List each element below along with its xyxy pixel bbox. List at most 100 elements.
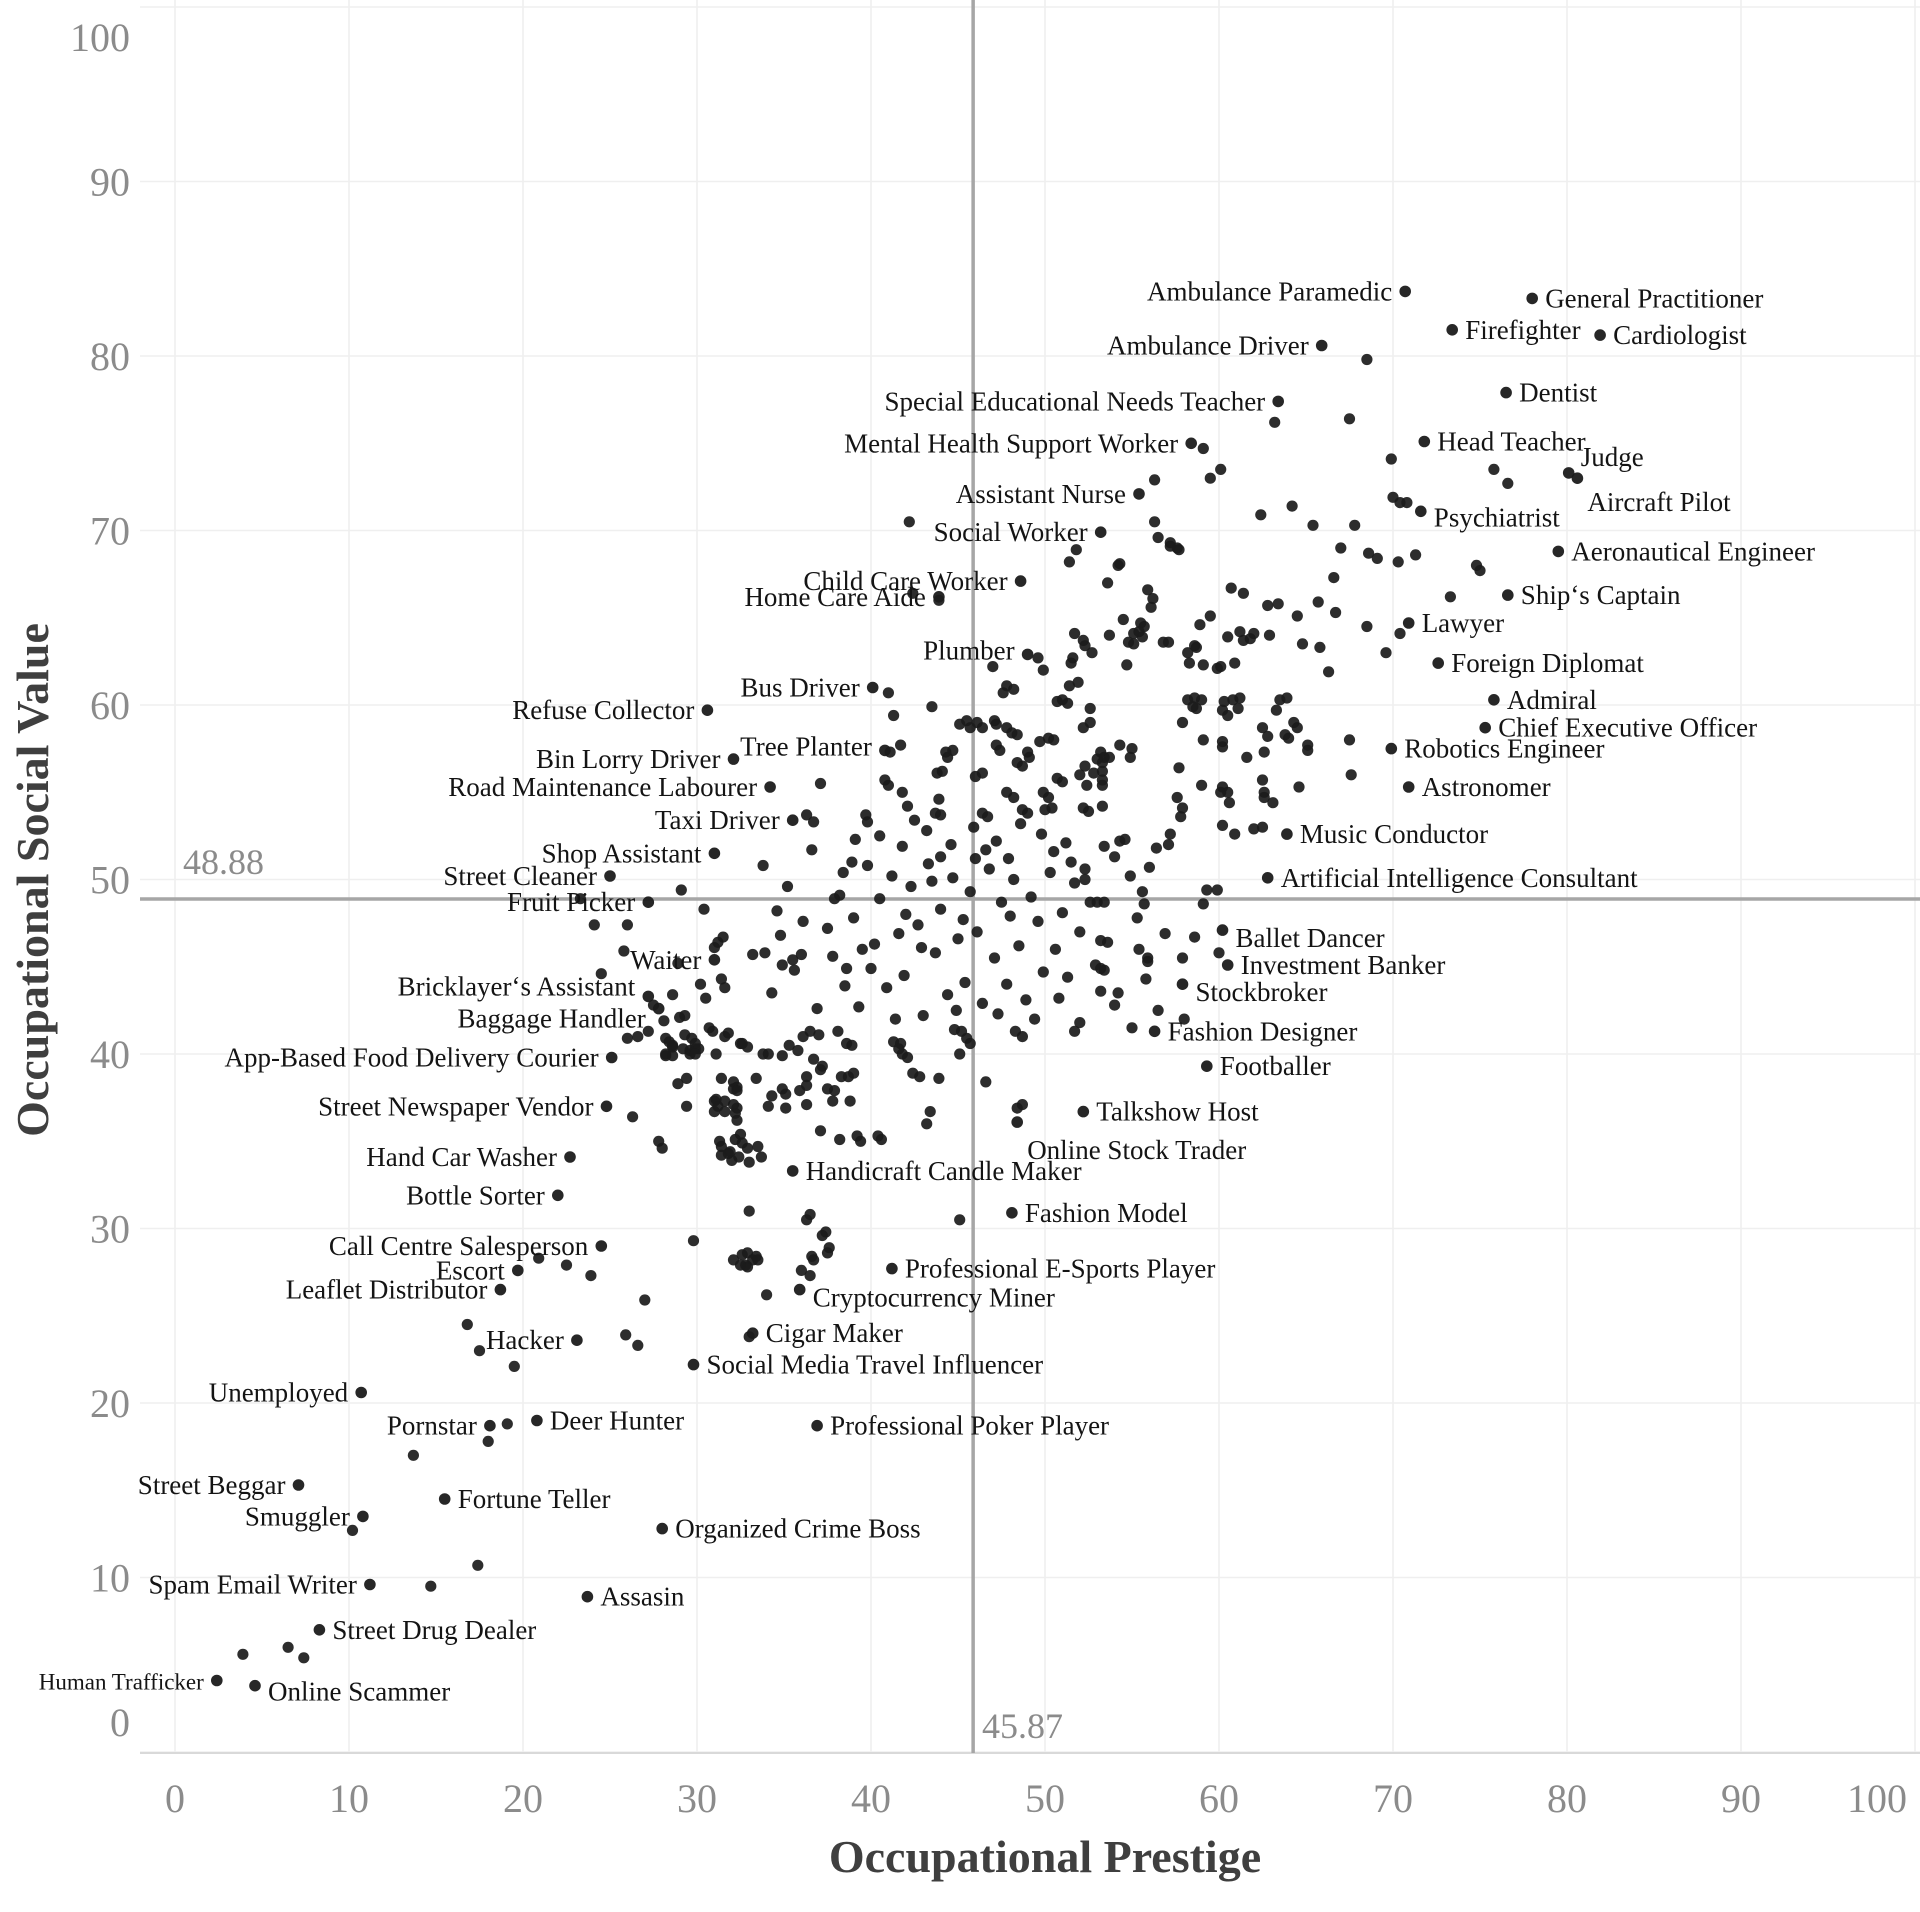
data-point [729, 1133, 741, 1146]
data-point [762, 1100, 774, 1112]
data-point [1133, 943, 1145, 955]
labeled-data-point [1402, 617, 1415, 629]
data-point [781, 880, 794, 893]
data-point [1164, 828, 1176, 840]
data-point [1079, 863, 1091, 875]
data-point [1016, 1031, 1028, 1043]
data-point [954, 1214, 966, 1226]
data-point [861, 816, 874, 828]
point-label: Home Care Aide [744, 582, 925, 612]
x-tick-label: 0 [165, 1776, 185, 1821]
data-point [935, 851, 947, 863]
x-axis-title: Occupational Prestige [829, 1831, 1261, 1882]
labeled-data-point [1176, 978, 1189, 990]
data-point [1328, 572, 1340, 584]
y-tick-label: 20 [90, 1381, 130, 1426]
data-point [1032, 915, 1044, 928]
data-point [1218, 695, 1230, 708]
data-point [1011, 729, 1023, 741]
data-points [211, 285, 1606, 1692]
point-label: Plumber [923, 635, 1015, 665]
labeled-data-point [1272, 395, 1284, 408]
x-tick-label: 10 [329, 1776, 369, 1821]
data-point [681, 1072, 693, 1084]
labeled-data-point [1479, 721, 1491, 734]
point-label: Ambulance Paramedic [1147, 276, 1392, 306]
data-point [787, 954, 799, 966]
data-point [1114, 835, 1126, 847]
data-point [1196, 694, 1208, 706]
data-point [901, 1051, 914, 1064]
data-point [717, 931, 729, 943]
point-label: Head Teacher [1437, 427, 1585, 457]
data-point [1392, 556, 1404, 568]
labeled-data-point [1185, 437, 1197, 450]
point-label: Street Cleaner [443, 861, 597, 891]
data-point [1004, 910, 1016, 922]
data-point [632, 1339, 644, 1351]
data-point [994, 744, 1006, 757]
data-point [574, 893, 587, 905]
data-point [1314, 641, 1326, 654]
y-tick-label: 40 [90, 1032, 130, 1077]
data-point [954, 718, 966, 730]
labeled-data-point [313, 1624, 326, 1636]
labeled-data-point [1552, 545, 1565, 558]
labeled-data-point [727, 753, 740, 765]
data-point [922, 858, 935, 870]
point-label: Special Educational Needs Teacher [884, 386, 1265, 416]
data-point [642, 1025, 654, 1037]
y-tick-label: 30 [90, 1207, 130, 1252]
data-point [1286, 500, 1298, 512]
data-point [912, 919, 924, 931]
labeled-data-point [494, 1283, 507, 1296]
data-point [874, 830, 886, 842]
data-point [898, 969, 910, 982]
data-point [1213, 947, 1225, 959]
data-point [621, 1032, 634, 1044]
data-point [1023, 751, 1035, 764]
labeled-data-point [656, 1522, 668, 1535]
point-label: Smuggler [245, 1501, 350, 1531]
labeled-data-point [1021, 648, 1034, 661]
point-label: Investment Banker [1241, 950, 1446, 980]
data-point [715, 1140, 728, 1153]
data-point [839, 980, 851, 992]
data-point [827, 1095, 839, 1107]
data-point [1330, 606, 1342, 619]
data-point [588, 919, 600, 931]
data-point [821, 922, 834, 935]
data-point [926, 875, 938, 887]
data-point [976, 722, 989, 734]
data-point [1291, 722, 1303, 734]
data-point [1147, 593, 1159, 605]
data-point [1444, 591, 1456, 603]
data-point [237, 1648, 249, 1660]
point-label: Lawyer [1422, 608, 1504, 638]
data-point [1008, 683, 1020, 695]
data-point [990, 718, 1002, 730]
data-point [533, 1252, 545, 1264]
data-point [1394, 627, 1406, 640]
data-point [1056, 776, 1068, 788]
data-point [1149, 516, 1161, 528]
point-label: Bus Driver [740, 673, 859, 703]
data-point [1032, 652, 1044, 664]
labeled-data-point [1011, 1116, 1023, 1128]
data-point [734, 1259, 747, 1271]
data-point [882, 779, 895, 791]
data-point [806, 844, 818, 856]
data-point [952, 933, 964, 945]
data-point [1131, 912, 1143, 924]
data-point [1126, 1022, 1138, 1034]
data-point [893, 1043, 905, 1055]
data-point [821, 1247, 834, 1259]
point-label: Spam Email Writer [149, 1570, 357, 1600]
point-label: Mental Health Support Worker [844, 428, 1178, 458]
data-point [687, 1235, 700, 1247]
data-point [1175, 811, 1187, 823]
data-point [667, 1050, 679, 1062]
data-point [689, 1048, 701, 1060]
data-point [1197, 442, 1209, 455]
data-point [776, 959, 788, 971]
